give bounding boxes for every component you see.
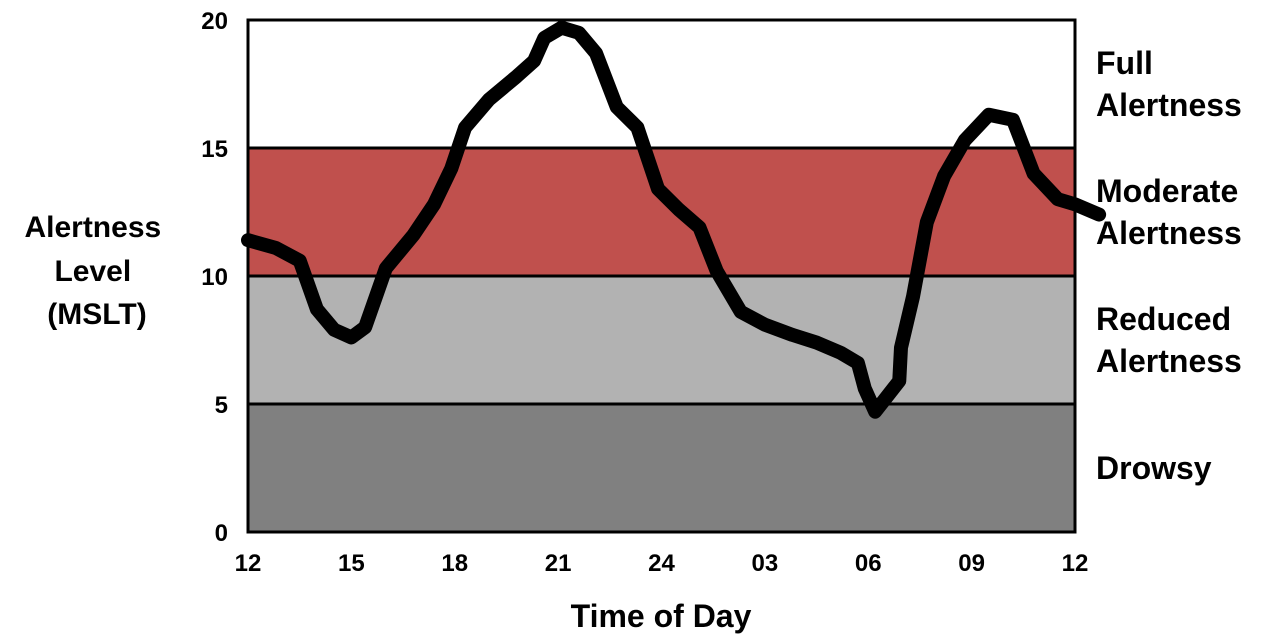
x-tick-labels: 12 15 18 21 24 03 06 09 12: [235, 550, 1089, 577]
x-tick-label: 03: [752, 550, 779, 577]
y-tick-label: 0: [215, 520, 228, 547]
x-tick-label: 21: [545, 550, 572, 577]
zone-label: Reduced Alertness: [1096, 301, 1242, 379]
zone-label-line: Alertness: [1096, 87, 1242, 123]
alertness-band: [248, 20, 1075, 148]
y-axis-label: Alertness Level (MSLT): [24, 211, 169, 331]
plot-frame: [246, 18, 1077, 534]
zone-label: Moderate Alertness: [1096, 173, 1242, 251]
y-axis-label-line: Level: [54, 255, 131, 288]
x-tick-label: 12: [235, 550, 262, 577]
x-tick-label: 06: [855, 550, 882, 577]
zone-label-line: Alertness: [1096, 343, 1242, 379]
y-tick-label: 20: [201, 8, 228, 35]
y-axis-label-line: Alertness: [24, 211, 161, 244]
y-tick-label: 5: [215, 392, 228, 419]
x-tick-label: 24: [648, 550, 675, 577]
alertness-band: [248, 404, 1075, 532]
zone-label-line: Alertness: [1096, 215, 1242, 251]
zone-label-line: Drowsy: [1096, 450, 1212, 486]
zone-label-line: Reduced: [1096, 301, 1231, 337]
x-tick-label: 18: [441, 550, 468, 577]
y-tick-labels: 0 5 10 15 20: [201, 8, 228, 547]
y-axis-label-line: (MSLT): [47, 298, 146, 331]
x-tick-label: 12: [1062, 550, 1089, 577]
zone-label-line: Moderate: [1096, 173, 1238, 209]
series-line: [241, 20, 1107, 419]
x-axis-label: Time of Day: [571, 598, 752, 634]
alertness-band: [248, 276, 1075, 404]
y-tick-label: 10: [201, 264, 228, 291]
zone-label: Drowsy: [1096, 450, 1212, 486]
zone-label-line: Full: [1096, 45, 1153, 81]
x-tick-label: 09: [958, 550, 985, 577]
x-tick-label: 15: [338, 550, 365, 577]
y-tick-label: 15: [201, 136, 228, 163]
zone-label: Full Alertness: [1096, 45, 1242, 123]
